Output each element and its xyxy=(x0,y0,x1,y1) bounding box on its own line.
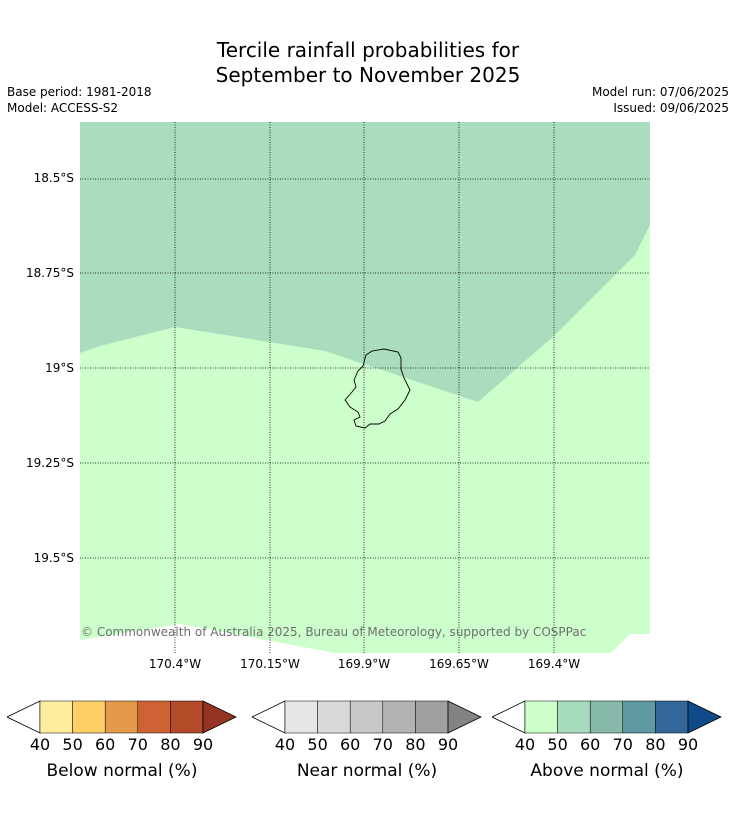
colorbar-tick-label: 40 xyxy=(514,735,536,754)
lat-label-18-75: 18.75°S xyxy=(26,266,74,280)
colorbar-min-arrow xyxy=(7,700,41,734)
colorbar-segment xyxy=(524,700,558,734)
colorbar-tick-label: 90 xyxy=(192,735,214,754)
colorbar-tick-label: 90 xyxy=(677,735,699,754)
map-title: Tercile rainfall probabilities for Septe… xyxy=(0,38,736,88)
colorbar-tick-label: 60 xyxy=(95,735,116,754)
colorbar-segment xyxy=(349,700,384,734)
colorbar-max-arrow xyxy=(447,700,482,734)
colorbar-segment xyxy=(622,700,656,734)
lon-label-169-4: 169.4°W xyxy=(527,657,581,671)
colorbar-tick-label: 50 xyxy=(547,735,568,754)
colorbar-tick-label: 70 xyxy=(372,735,393,754)
lat-label-18-5: 18.5°S xyxy=(33,171,74,185)
copyright-notice: © Commonwealth of Australia 2025, Bureau… xyxy=(81,625,587,639)
colorbar-segment xyxy=(589,700,624,734)
colorbar-tick-label: 70 xyxy=(127,735,148,754)
title-line-2: September to November 2025 xyxy=(215,63,521,87)
lon-label-169-65: 169.65°W xyxy=(429,657,489,671)
base-period: Base period: 1981-2018 xyxy=(7,85,152,99)
colorbar-segment xyxy=(137,700,171,734)
colorbar-tick-label: 80 xyxy=(405,735,426,754)
colorbar-tick-label: 40 xyxy=(274,735,296,754)
colorbar-tick-label: 40 xyxy=(29,735,51,754)
above-50-60-region xyxy=(80,122,650,402)
legend-above-normal: 40 50 60 70 80 90 Above normal (%) xyxy=(492,700,722,781)
lat-label-19-5: 19.5°S xyxy=(33,551,74,565)
colorbar-segment xyxy=(39,700,73,734)
legend-title: Above normal (%) xyxy=(530,761,684,781)
colorbar-max-arrow xyxy=(687,700,722,734)
colorbar-segment xyxy=(317,700,351,734)
colorbar-segment xyxy=(655,700,689,734)
colorbar-segment xyxy=(72,700,106,734)
colorbar-tick-label: 50 xyxy=(307,735,328,754)
colorbar-tick-label: 90 xyxy=(437,735,459,754)
graticule xyxy=(80,122,650,654)
colorbar-tick-label: 70 xyxy=(612,735,633,754)
legend-below-normal: 40 50 60 70 80 90 Below normal (%) xyxy=(7,700,237,781)
colorbar-segment xyxy=(284,700,318,734)
colorbar-segment xyxy=(170,700,204,734)
colorbar xyxy=(492,700,722,734)
lon-label-169-9: 169.9°W xyxy=(337,657,391,671)
title-line-1: Tercile rainfall probabilities for xyxy=(216,38,520,62)
colorbar xyxy=(7,700,237,734)
legend-title: Below normal (%) xyxy=(46,761,198,781)
legend-near-normal: 40 50 60 70 80 90 Near normal (%) xyxy=(252,700,482,781)
colorbar xyxy=(252,700,482,734)
rainfall-map xyxy=(80,122,650,654)
legend-title: Near normal (%) xyxy=(296,761,438,781)
lat-label-19: 19°S xyxy=(45,361,74,375)
model-run: Model run: 07/06/2025 xyxy=(591,85,729,99)
colorbar-segment xyxy=(382,700,416,734)
colorbar-segment xyxy=(557,700,591,734)
colorbar-min-arrow xyxy=(252,700,286,734)
niue-coastline xyxy=(344,348,411,429)
colorbar-min-arrow xyxy=(492,700,526,734)
colorbar-tick-label: 60 xyxy=(340,735,361,754)
meta-left: Base period: 1981-2018 Model: ACCESS-S2 xyxy=(7,84,152,116)
colorbar-segment xyxy=(104,700,139,734)
model-name: Model: ACCESS-S2 xyxy=(7,101,119,115)
lon-label-170-4: 170.4°W xyxy=(148,657,202,671)
colorbar-tick-label: 60 xyxy=(580,735,601,754)
colorbar-tick-label: 50 xyxy=(62,735,83,754)
colorbar-segment xyxy=(415,700,449,734)
lon-label-170-15: 170.15°W xyxy=(240,657,300,671)
colorbar-tick-label: 80 xyxy=(160,735,181,754)
colorbar-max-arrow xyxy=(202,700,237,734)
colorbar-tick-label: 80 xyxy=(645,735,666,754)
meta-right: Model run: 07/06/2025 Issued: 09/06/2025 xyxy=(592,84,729,116)
lat-label-19-25: 19.25°S xyxy=(26,456,74,470)
issued-date: Issued: 09/06/2025 xyxy=(613,101,729,115)
